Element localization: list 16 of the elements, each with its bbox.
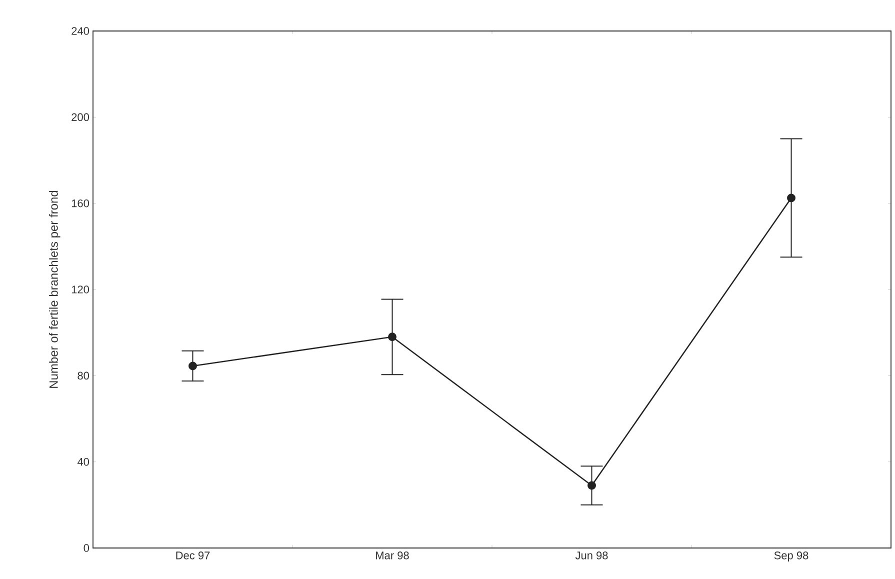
y-tick-label: 240 <box>72 27 90 35</box>
point <box>188 362 197 370</box>
x-tick-label: Mar 98 <box>376 552 409 560</box>
y-tick-label: 120 <box>72 286 90 294</box>
point <box>388 332 396 342</box>
x-tick-label: Jun 98 <box>575 552 608 560</box>
y-tick-label: 80 <box>78 372 90 380</box>
y-tick-label: 40 <box>77 458 90 466</box>
y-tick-label: 200 <box>72 113 90 122</box>
y-tick-label: 160 <box>72 199 90 208</box>
x-tick-label: Dec 97 <box>176 552 210 560</box>
x-tick-label: Sep 98 <box>774 552 808 562</box>
point <box>787 194 796 202</box>
point <box>588 481 596 490</box>
y-axis-title: Number of fertile branchlets per frond <box>49 190 60 388</box>
y-tick-label: 0 <box>84 544 90 552</box>
